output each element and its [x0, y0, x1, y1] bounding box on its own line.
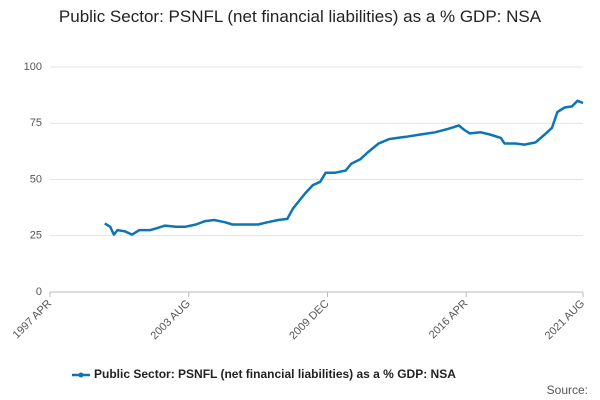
legend-marker — [78, 372, 84, 378]
data-line — [104, 99, 584, 236]
y-tick-label: 25 — [30, 230, 42, 242]
x-tick-label: 2003 AUG — [149, 298, 193, 342]
chart-title: Public Sector: PSNFL (net financial liab… — [58, 7, 542, 26]
y-tick-label: 75 — [30, 117, 42, 129]
x-tick-label: 1997 APR — [11, 298, 55, 342]
x-tick-label: 2009 DEC — [287, 298, 331, 342]
y-tick-label: 100 — [24, 61, 42, 73]
y-tick-label: 50 — [30, 173, 42, 185]
x-tick-label: 2016 APR — [427, 298, 471, 342]
legend-label: Public Sector: PSNFL (net financial liab… — [94, 367, 456, 381]
source-label: Source: — [547, 383, 588, 397]
x-tick-label: 2021 AUG — [543, 298, 587, 342]
y-tick-label: 0 — [36, 286, 42, 298]
